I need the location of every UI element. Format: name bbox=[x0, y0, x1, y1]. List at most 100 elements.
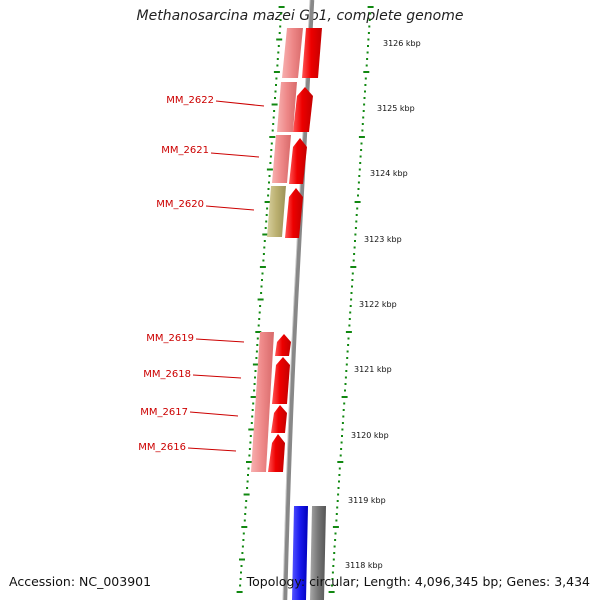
minor-tick bbox=[263, 246, 266, 249]
accession-label: Accession: NC_003901 bbox=[9, 574, 152, 589]
forward-cds-mm-2619[interactable] bbox=[275, 334, 291, 356]
minor-tick bbox=[361, 123, 364, 125]
minor-tick bbox=[348, 318, 351, 320]
minor-tick bbox=[241, 552, 244, 554]
minor-tick bbox=[344, 389, 346, 392]
minor-tick bbox=[358, 168, 361, 171]
minor-tick bbox=[346, 350, 349, 353]
olive-feature-mm-2620[interactable] bbox=[267, 186, 286, 237]
minor-tick bbox=[261, 279, 263, 281]
minor-tick bbox=[357, 188, 360, 190]
gene-label-mm-2621[interactable]: MM_2621 bbox=[161, 145, 209, 156]
leader-line bbox=[187, 447, 237, 452]
forward-cds-mm-2621[interactable] bbox=[289, 138, 307, 184]
forward-cds-mm-2618[interactable] bbox=[272, 357, 290, 404]
minor-tick bbox=[338, 474, 341, 476]
minor-tick bbox=[262, 253, 265, 255]
minor-tick bbox=[251, 409, 254, 411]
minor-tick bbox=[256, 344, 259, 346]
minor-tick bbox=[368, 25, 371, 28]
scale-label: 3119 kbp bbox=[348, 496, 386, 505]
minor-tick bbox=[346, 357, 349, 359]
minor-tick bbox=[339, 454, 342, 457]
minor-tick bbox=[267, 194, 270, 197]
minor-tick bbox=[267, 188, 270, 190]
minor-tick bbox=[276, 64, 279, 67]
scale-label: 3118 kbp bbox=[345, 561, 383, 570]
gene-label-mm-2622[interactable]: MM_2622 bbox=[166, 95, 214, 106]
minor-tick bbox=[279, 25, 282, 28]
minor-tick bbox=[269, 162, 272, 164]
gene-label-mm-2618[interactable]: MM_2618 bbox=[143, 369, 191, 380]
gray-feature[interactable] bbox=[310, 506, 326, 600]
scale-label: 3121 kbp bbox=[354, 365, 392, 374]
minor-tick bbox=[333, 552, 336, 554]
leader-line bbox=[210, 152, 260, 158]
minor-tick bbox=[240, 565, 243, 567]
minor-tick bbox=[337, 493, 340, 496]
minor-tick bbox=[351, 279, 354, 281]
minor-tick bbox=[248, 454, 251, 457]
minor-tick bbox=[279, 19, 282, 21]
minor-tick bbox=[252, 402, 255, 405]
blue-feature[interactable] bbox=[292, 506, 308, 600]
minor-tick bbox=[254, 376, 256, 379]
reverse-cds-mm-2619-2616[interactable] bbox=[251, 332, 274, 472]
forward-cds-top[interactable] bbox=[302, 28, 322, 78]
minor-tick bbox=[343, 402, 346, 405]
forward-cds-mm-2616[interactable] bbox=[268, 434, 285, 472]
minor-tick bbox=[363, 103, 366, 106]
minor-tick bbox=[344, 383, 347, 385]
gene-label-mm-2619[interactable]: MM_2619 bbox=[146, 333, 194, 344]
minor-tick bbox=[362, 110, 365, 112]
minor-tick bbox=[255, 357, 258, 359]
scale-label: 3120 kbp bbox=[351, 431, 389, 440]
bottom-features bbox=[292, 506, 326, 600]
minor-tick bbox=[257, 324, 260, 327]
minor-tick bbox=[338, 467, 341, 470]
minor-tick bbox=[352, 259, 355, 262]
minor-tick bbox=[251, 415, 254, 418]
minor-tick bbox=[255, 350, 258, 353]
major-tick bbox=[250, 396, 257, 398]
minor-tick bbox=[349, 311, 352, 314]
minor-tick bbox=[331, 578, 334, 580]
minor-tick bbox=[242, 532, 245, 535]
minor-tick bbox=[367, 45, 369, 47]
major-tick bbox=[328, 591, 335, 593]
minor-tick bbox=[266, 207, 269, 210]
gene-label-mm-2616[interactable]: MM_2616 bbox=[138, 442, 186, 453]
minor-tick bbox=[277, 45, 280, 47]
scale-label: 3123 kbp bbox=[364, 235, 402, 244]
minor-tick bbox=[253, 383, 256, 385]
leader-line bbox=[189, 411, 239, 417]
major-tick bbox=[276, 38, 283, 41]
major-tick bbox=[239, 558, 245, 561]
reverse-cds-mm-2621[interactable] bbox=[272, 135, 291, 183]
forward-cds-mm-2622[interactable] bbox=[293, 87, 313, 132]
minor-tick bbox=[262, 259, 265, 262]
gene-label-mm-2617[interactable]: MM_2617 bbox=[140, 407, 188, 418]
major-tick bbox=[345, 331, 352, 333]
reverse-cds-mm-2622[interactable] bbox=[277, 82, 297, 132]
minor-tick bbox=[334, 532, 337, 535]
minor-tick bbox=[345, 363, 348, 366]
major-tick bbox=[337, 461, 344, 463]
minor-tick bbox=[355, 214, 358, 216]
scale-label: 3126 kbp bbox=[383, 39, 421, 48]
major-tick bbox=[255, 331, 262, 333]
reverse-cds-top[interactable] bbox=[282, 28, 303, 78]
minor-tick bbox=[366, 51, 369, 54]
major-tick bbox=[262, 233, 269, 236]
minor-tick bbox=[258, 318, 261, 320]
minor-tick bbox=[272, 116, 275, 119]
forward-cds-mm-2617[interactable] bbox=[271, 405, 287, 433]
minor-tick bbox=[269, 155, 272, 158]
minor-tick bbox=[280, 12, 283, 15]
minor-tick bbox=[336, 506, 339, 509]
minor-tick bbox=[365, 64, 368, 67]
minor-tick bbox=[355, 220, 358, 223]
major-tick bbox=[241, 526, 248, 528]
forward-cds-mm-2620[interactable] bbox=[285, 188, 303, 238]
gene-label-mm-2620[interactable]: MM_2620 bbox=[156, 199, 204, 210]
